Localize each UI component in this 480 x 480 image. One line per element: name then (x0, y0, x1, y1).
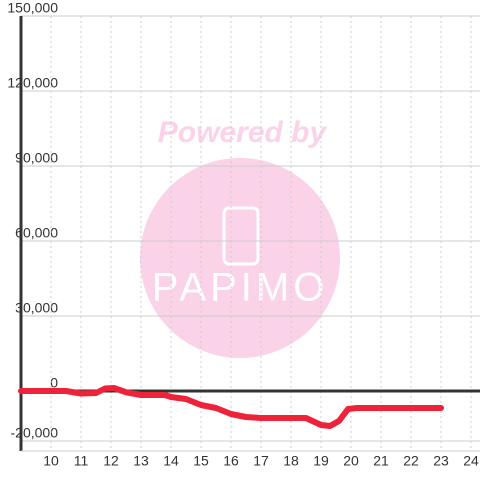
y-tick-label: 60,000 (15, 225, 58, 241)
y-tick-label: 30,000 (15, 300, 58, 316)
x-tick-label: 20 (343, 453, 359, 469)
x-tick-label: 13 (133, 453, 149, 469)
y-tick-label: 150,000 (7, 0, 58, 16)
watermark-logo: PAPIMO (152, 266, 329, 310)
x-tick-label: 17 (253, 453, 269, 469)
y-tick-label: 0 (50, 375, 58, 391)
y-tick-label: 90,000 (15, 150, 58, 166)
x-tick-label: 12 (103, 453, 119, 469)
x-tick-label: 10 (43, 453, 59, 469)
x-tick-label: 14 (163, 453, 179, 469)
x-tick-label: 18 (283, 453, 299, 469)
data-line (18, 385, 444, 429)
x-tick-label: 21 (373, 453, 389, 469)
x-tick-label: 19 (313, 453, 329, 469)
x-tick-label: 16 (223, 453, 239, 469)
x-tick-label: 11 (74, 453, 89, 469)
watermark-text: Powered by (158, 116, 328, 149)
x-tick-label: 15 (193, 453, 209, 469)
x-tick-label: 23 (433, 453, 449, 469)
x-tick-label: 24 (463, 453, 479, 469)
watermark-circle (140, 158, 340, 358)
x-tick-label: 22 (403, 453, 419, 469)
watermark-icon (222, 206, 260, 266)
